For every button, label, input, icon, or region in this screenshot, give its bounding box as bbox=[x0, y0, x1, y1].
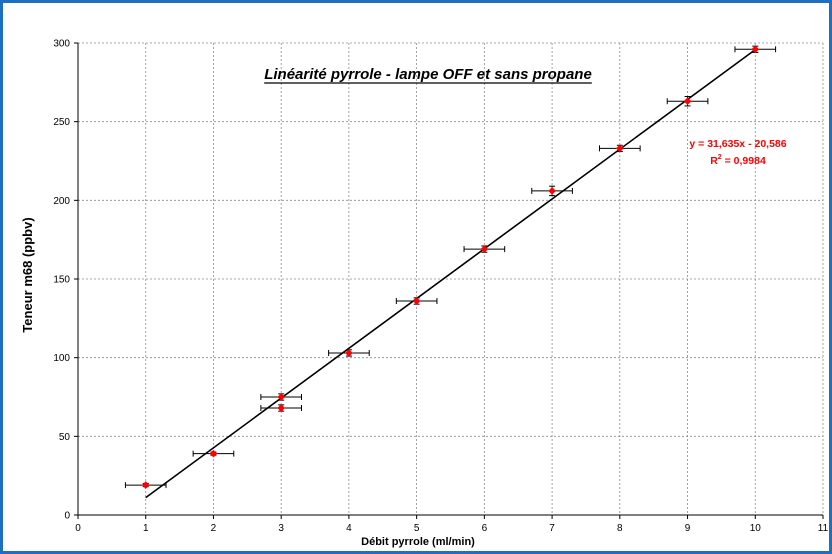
data-markers bbox=[141, 45, 760, 489]
y-tick-label: 150 bbox=[53, 275, 70, 286]
axes bbox=[74, 42, 824, 519]
y-tick-label: 100 bbox=[53, 353, 70, 364]
data-point bbox=[277, 404, 285, 412]
data-point bbox=[141, 481, 150, 489]
y-tick-label: 50 bbox=[59, 432, 71, 443]
data-point bbox=[480, 245, 489, 253]
x-tick-label: 7 bbox=[549, 523, 555, 534]
x-tick-label: 6 bbox=[482, 523, 488, 534]
x-tick-label: 10 bbox=[750, 523, 762, 534]
y-tick-label: 250 bbox=[53, 117, 70, 128]
error-bars bbox=[124, 45, 777, 489]
data-point bbox=[751, 45, 760, 54]
y-axis-title: Teneur m68 (ppbv) bbox=[20, 217, 35, 332]
chart-title: Linéarité pyrrole - lampe OFF et sans pr… bbox=[264, 66, 592, 83]
x-tick-label: 3 bbox=[278, 523, 284, 534]
data-point bbox=[345, 349, 353, 357]
x-tick-label: 1 bbox=[143, 523, 149, 534]
y-tick-label: 300 bbox=[53, 39, 70, 50]
r-squared-label: R2 = 0,9984 bbox=[710, 154, 766, 167]
data-point bbox=[412, 297, 421, 305]
tick-labels: 0 50 100 150 200 250 300 0 1 2 3 4 5 6 7 8 9 10 11 bbox=[53, 39, 828, 535]
x-tick-label: 5 bbox=[414, 523, 420, 534]
r-squared-symbol: R bbox=[710, 155, 718, 167]
chart-svg: 0 50 100 150 200 250 300 0 1 2 3 4 5 6 7 8 9 10 11 Linéari… bbox=[20, 39, 829, 549]
r-squared-exponent: 2 bbox=[718, 154, 722, 161]
y-tick-label: 200 bbox=[53, 196, 70, 207]
x-tick-label: 11 bbox=[818, 523, 829, 534]
data-point bbox=[616, 144, 624, 153]
x-tick-label: 0 bbox=[75, 523, 81, 534]
x-tick-label: 9 bbox=[685, 523, 691, 534]
data-point bbox=[209, 449, 218, 458]
data-point bbox=[683, 97, 692, 106]
data-point bbox=[548, 187, 556, 195]
x-tick-label: 8 bbox=[617, 523, 623, 534]
y-tick-label: 0 bbox=[64, 511, 70, 522]
trend-equation: y = 31,635x - 20,586 bbox=[689, 138, 786, 150]
trendline bbox=[145, 49, 756, 499]
x-tick-label: 2 bbox=[211, 523, 217, 534]
data-point bbox=[277, 393, 285, 401]
x-tick-label: 4 bbox=[346, 523, 352, 534]
x-axis-title: Débit pyrrole (ml/min) bbox=[361, 536, 475, 548]
r-squared-value: = 0,9984 bbox=[722, 155, 766, 167]
grid bbox=[78, 42, 824, 515]
